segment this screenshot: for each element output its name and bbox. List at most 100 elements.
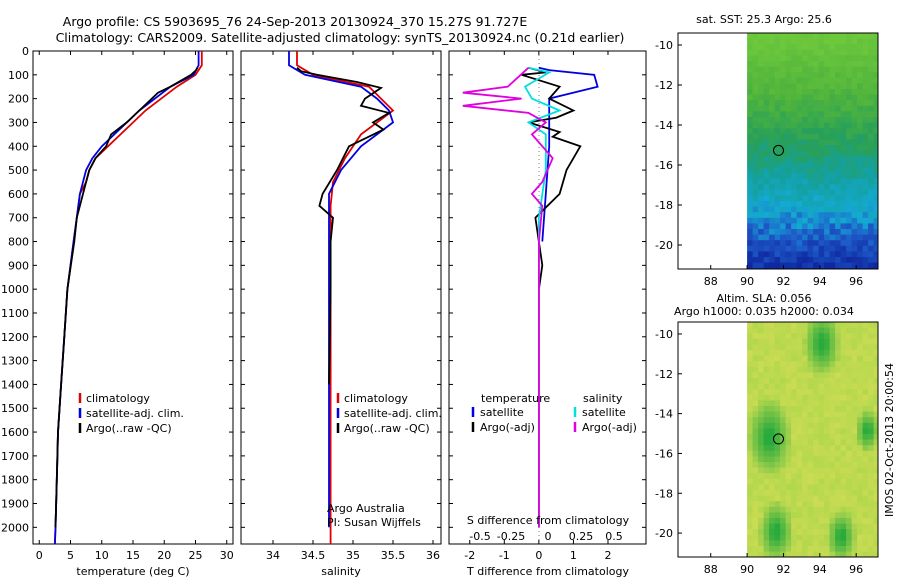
heat-cell — [851, 61, 858, 67]
heat-cell — [796, 111, 803, 118]
heat-cell — [857, 150, 863, 157]
heat-cell — [835, 383, 841, 390]
heat-cell — [763, 61, 770, 67]
heat-cell — [818, 456, 825, 463]
heat-cell — [758, 33, 764, 39]
heat-cell — [857, 262, 863, 269]
heat-cell — [752, 361, 759, 368]
heat-cell — [862, 38, 869, 45]
heat-cell — [780, 540, 786, 547]
heat-cell — [868, 61, 874, 67]
heat-cell — [835, 212, 841, 219]
heat-cell — [802, 478, 808, 485]
heat-cell — [752, 338, 759, 345]
heat-cell — [818, 240, 825, 247]
heat-cell — [752, 223, 759, 230]
heat-cell — [862, 411, 869, 418]
heat-cell — [769, 223, 775, 230]
heat-cell — [846, 366, 852, 373]
heat-cell — [818, 251, 825, 258]
y-tick-label: 1100 — [1, 307, 29, 320]
heat-cell — [835, 145, 841, 151]
heat-cell — [802, 467, 808, 474]
heat-cell — [807, 428, 814, 435]
heat-cell — [802, 234, 808, 241]
heat-cell — [791, 462, 797, 468]
heat-cell — [763, 490, 770, 496]
heat-cell — [873, 223, 879, 230]
heat-cell — [829, 529, 836, 536]
heat-cell — [785, 361, 792, 368]
heat-cell — [763, 262, 770, 269]
heat-cell — [763, 467, 770, 474]
heat-cell — [868, 262, 874, 269]
heat-cell — [791, 184, 797, 191]
heat-cell — [769, 83, 775, 90]
heat-cell — [868, 456, 874, 463]
y-tick-label: 0 — [22, 45, 29, 58]
heat-cell — [791, 490, 797, 496]
x-tick-label: 88 — [704, 275, 718, 288]
heat-cell — [763, 378, 770, 384]
heat-cell — [747, 178, 753, 185]
heat-cell — [758, 145, 764, 151]
heat-cell — [835, 350, 841, 356]
heat-cell — [763, 322, 770, 328]
heat-cell — [846, 361, 852, 368]
heat-cell — [802, 490, 808, 496]
heat-cell — [769, 133, 775, 140]
legend-label: Argo(-adj) — [582, 421, 637, 434]
heat-cell — [857, 173, 863, 179]
heat-cell — [747, 122, 753, 129]
heat-cell — [873, 378, 879, 384]
heat-cell — [763, 212, 770, 219]
heat-cell — [747, 195, 753, 202]
heat-cell — [763, 529, 770, 536]
heat-cell — [807, 139, 814, 146]
heat-cell — [785, 355, 792, 362]
heat-cell — [758, 105, 764, 112]
heat-cell — [818, 156, 825, 163]
heat-cell — [813, 122, 819, 129]
heat-cell — [846, 512, 852, 519]
heat-cell — [818, 411, 825, 418]
heat-cell — [868, 540, 874, 547]
heat-cell — [862, 422, 869, 429]
heat-cell — [818, 512, 825, 519]
heat-cell — [774, 217, 781, 224]
heat-cell — [796, 184, 803, 191]
heat-cell — [785, 484, 792, 491]
heat-cell — [785, 534, 792, 541]
heat-cell — [796, 156, 803, 163]
y-tick-label: -16 — [655, 447, 673, 460]
heat-cell — [785, 77, 792, 84]
heat-cell — [846, 445, 852, 452]
heat-cell — [829, 229, 836, 235]
heat-cell — [796, 534, 803, 541]
heat-cell — [763, 372, 770, 379]
heat-cell — [873, 540, 879, 547]
heat-cell — [802, 540, 808, 547]
y-tick-label: -14 — [655, 408, 673, 421]
x-tick-label: 20 — [157, 549, 171, 562]
heat-cell — [763, 201, 770, 207]
heat-cell — [807, 229, 814, 235]
heat-cell — [818, 400, 825, 407]
heat-cell — [780, 195, 786, 202]
heat-cell — [846, 338, 852, 345]
heat-cell — [868, 257, 874, 263]
heat-cell — [813, 378, 819, 384]
heat-cell — [873, 366, 879, 373]
heat-cell — [796, 201, 803, 207]
heat-cell — [785, 245, 792, 252]
heat-cell — [818, 540, 825, 547]
heat-cell — [807, 217, 814, 224]
heat-cell — [873, 122, 879, 129]
heat-cell — [829, 201, 836, 207]
heat-cell — [873, 38, 879, 45]
heat-cell — [873, 178, 879, 185]
heat-cell — [780, 366, 786, 373]
heat-cell — [774, 33, 781, 39]
heat-cell — [747, 234, 753, 241]
heat-cell — [813, 400, 819, 407]
